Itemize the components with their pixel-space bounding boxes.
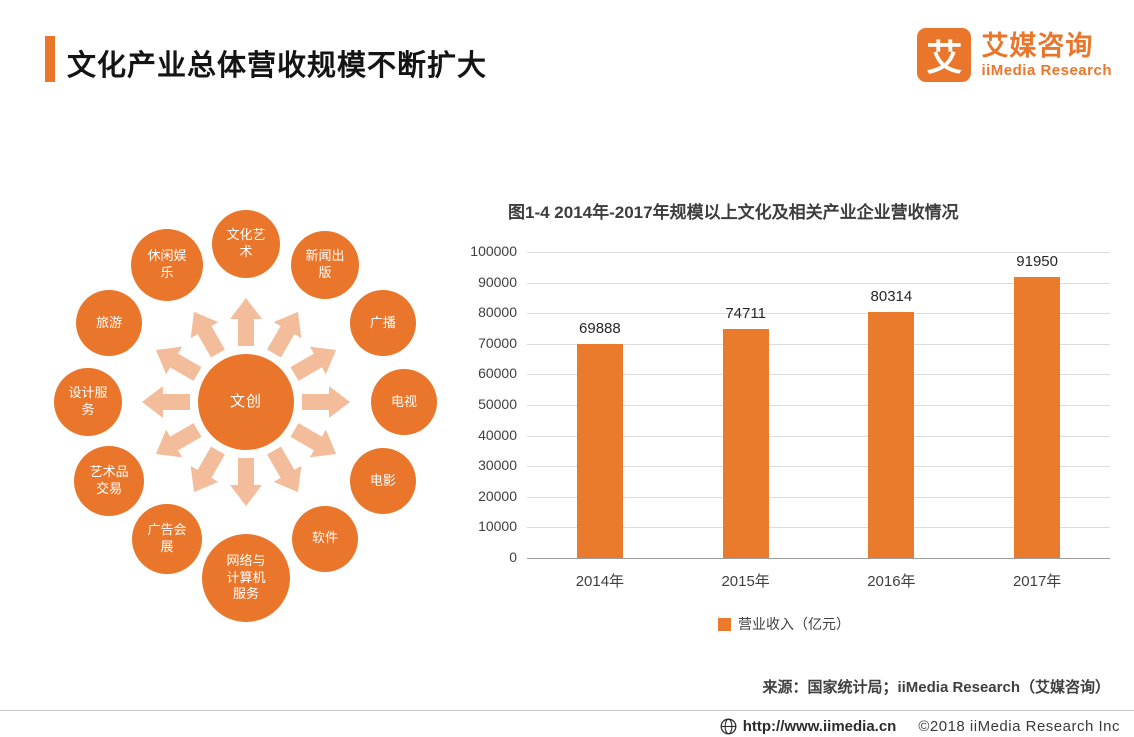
y-tick-label: 60000: [478, 365, 517, 382]
diagram-node-12: 休闲娱 乐: [131, 229, 203, 302]
diagram-node-2: 新闻出 版: [291, 231, 359, 300]
footer-url[interactable]: http://www.iimedia.cn: [742, 717, 897, 735]
diagram-node-6: 软件: [292, 505, 358, 572]
globe-icon: [720, 718, 737, 735]
bar-2016年: [868, 312, 915, 558]
y-tick-label: 40000: [478, 426, 517, 443]
bar-value-label: 74711: [725, 305, 766, 323]
diagram-arrows: [142, 298, 350, 506]
diagram-node-4: 电视: [371, 369, 437, 435]
gridline: [527, 405, 1110, 406]
gridline: [527, 435, 1110, 437]
gridline: [527, 343, 1110, 345]
gridline: [527, 374, 1110, 376]
x-tick-label: 2016年: [867, 573, 916, 590]
x-axis-line: [527, 558, 1110, 559]
diagram-node-9: 艺术品 交易: [74, 446, 145, 516]
y-tick-label: 10000: [478, 518, 517, 535]
y-tick-label: 30000: [478, 457, 517, 474]
y-tick-label: 20000: [478, 487, 517, 504]
gridline: [527, 313, 1110, 315]
bar-value-label: 91950: [1016, 252, 1058, 270]
y-tick-label: 0: [509, 549, 517, 565]
bar-chart-section: 图1-4 2014年-2017年规模以上文化及相关产业企业营收情况 0 10000…: [455, 198, 1127, 668]
diagram-node-1: 文化艺 术: [212, 210, 280, 278]
brand-name-cn: 艾媒咨询: [981, 30, 1094, 61]
y-tick-label: 100000: [470, 243, 517, 259]
gridline: [527, 282, 1110, 284]
diagram-center-node: 文创: [198, 354, 294, 450]
y-tick-label: 50000: [478, 396, 517, 412]
y-tick-label: 90000: [478, 273, 517, 290]
footer-url-group: http://www.iimedia.cn: [720, 717, 897, 735]
diagram-node-8: 广告会 展: [132, 503, 202, 574]
y-tick-label: 70000: [478, 334, 517, 351]
gridline: [527, 527, 1110, 529]
gridline: [527, 466, 1110, 468]
legend-swatch: [718, 617, 731, 631]
chart-title: 图1-4 2014年-2017年规模以上文化及相关产业企业营收情况: [508, 203, 959, 222]
bar-chart-plot: 0 10000 20000 30000 40000 50000 60000 70000 8000…: [455, 243, 1127, 590]
diagram-node-11: 旅游: [76, 290, 143, 356]
bar-2015年: [722, 329, 769, 558]
footer: http://www.iimedia.cn ©2018 iiMedia Rese…: [0, 710, 1134, 737]
diagram-node-5: 电影: [349, 448, 416, 514]
x-tick-label: 2017年: [1012, 573, 1062, 590]
title-accent-bar: [45, 36, 55, 82]
brand-name-en: iiMedia Research: [981, 62, 1112, 80]
legend-label: 营业收入（亿元）: [738, 616, 850, 632]
bar-2017年: [1014, 276, 1061, 558]
industry-diagram: 文创 文化艺 术新闻出 版广播电视电影 软件 网络与 计算机 服务 广告会 展艺术品 交…: [8, 164, 484, 664]
source-note: 来源：国家统计局；iiMedia Research（艾媒咨询）: [762, 679, 1110, 696]
bar-value-label: 80314: [870, 288, 913, 306]
bar-2014年: [576, 344, 623, 558]
page-title: 文化产业总体营收规模不断扩大: [67, 50, 488, 82]
x-tick-label: 2015年: [721, 573, 770, 590]
brand-text: 艾媒咨询 iiMedia Research: [981, 31, 1112, 79]
footer-copyright: ©2018 iiMedia Research Inc: [918, 717, 1120, 735]
y-tick-label: 80000: [478, 304, 517, 321]
gridline: [527, 252, 1110, 253]
bar-value-label: 69888: [579, 320, 621, 338]
gridline: [527, 496, 1110, 498]
diagram-node-7: 网络与 计算机 服务: [202, 534, 290, 622]
chart-legend: 营业收入（亿元）: [718, 614, 850, 634]
diagram-node-10: 设计服 务: [54, 368, 122, 436]
brand-logo: 艾 艾媒咨询 iiMedia Research: [917, 28, 1112, 82]
x-tick-label: 2014年: [575, 573, 625, 590]
diagram-node-3: 广播: [349, 290, 416, 356]
iimedia-logo-icon: 艾: [917, 28, 972, 82]
